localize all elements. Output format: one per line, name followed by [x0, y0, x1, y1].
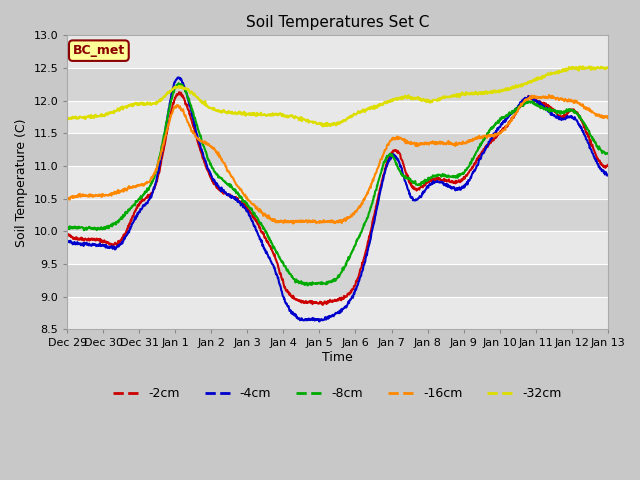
-8cm	[360, 223, 367, 229]
Line: -4cm: -4cm	[67, 77, 607, 322]
Bar	[67, 231, 607, 264]
-16cm	[545, 92, 553, 98]
-16cm	[359, 198, 367, 204]
Bar	[67, 68, 607, 101]
-32cm	[604, 65, 611, 71]
-16cm	[63, 196, 71, 202]
-4cm	[63, 238, 71, 244]
-32cm	[319, 123, 326, 129]
-32cm	[359, 107, 367, 112]
-4cm	[174, 74, 182, 80]
Bar	[67, 297, 607, 329]
Bar	[67, 36, 607, 68]
-2cm	[135, 201, 143, 207]
-2cm	[298, 298, 306, 304]
-8cm	[348, 248, 356, 254]
X-axis label: Time: Time	[322, 351, 353, 364]
-8cm	[298, 280, 306, 286]
-4cm	[135, 210, 143, 216]
-8cm	[303, 283, 311, 288]
-32cm	[348, 113, 355, 119]
Line: -16cm: -16cm	[67, 95, 607, 224]
-4cm	[154, 169, 162, 175]
Bar	[67, 101, 607, 133]
-2cm	[319, 302, 326, 308]
Text: BC_met: BC_met	[73, 44, 125, 57]
-16cm	[135, 183, 143, 189]
-2cm	[348, 287, 356, 293]
-4cm	[604, 172, 611, 178]
-32cm	[298, 114, 305, 120]
-32cm	[135, 102, 143, 108]
Line: -32cm: -32cm	[67, 66, 607, 126]
Bar	[67, 166, 607, 199]
-4cm	[316, 319, 323, 324]
-2cm	[360, 257, 367, 263]
-8cm	[154, 160, 162, 166]
Bar	[67, 133, 607, 166]
-32cm	[63, 116, 71, 121]
Bar	[67, 264, 607, 297]
-8cm	[175, 80, 182, 86]
-8cm	[63, 226, 71, 231]
-8cm	[246, 206, 253, 212]
Line: -8cm: -8cm	[67, 83, 607, 286]
-4cm	[298, 317, 306, 323]
-2cm	[63, 231, 71, 237]
-32cm	[246, 112, 253, 118]
-2cm	[246, 208, 253, 214]
-2cm	[604, 162, 611, 168]
-2cm	[175, 89, 183, 95]
-16cm	[298, 218, 306, 224]
-16cm	[348, 214, 355, 219]
-4cm	[348, 294, 356, 300]
-32cm	[579, 63, 587, 69]
-16cm	[154, 159, 162, 165]
-16cm	[289, 221, 297, 227]
-8cm	[135, 196, 143, 202]
Legend: -2cm, -4cm, -8cm, -16cm, -32cm: -2cm, -4cm, -8cm, -16cm, -32cm	[108, 383, 566, 406]
Y-axis label: Soil Temperature (C): Soil Temperature (C)	[15, 118, 28, 247]
-4cm	[246, 213, 253, 218]
-8cm	[604, 151, 611, 156]
-4cm	[360, 263, 367, 268]
-16cm	[604, 115, 611, 121]
-32cm	[154, 99, 162, 105]
Title: Soil Temperatures Set C: Soil Temperatures Set C	[246, 15, 429, 30]
Bar	[67, 199, 607, 231]
-2cm	[154, 172, 162, 178]
-16cm	[246, 198, 253, 204]
Line: -2cm: -2cm	[67, 92, 607, 305]
